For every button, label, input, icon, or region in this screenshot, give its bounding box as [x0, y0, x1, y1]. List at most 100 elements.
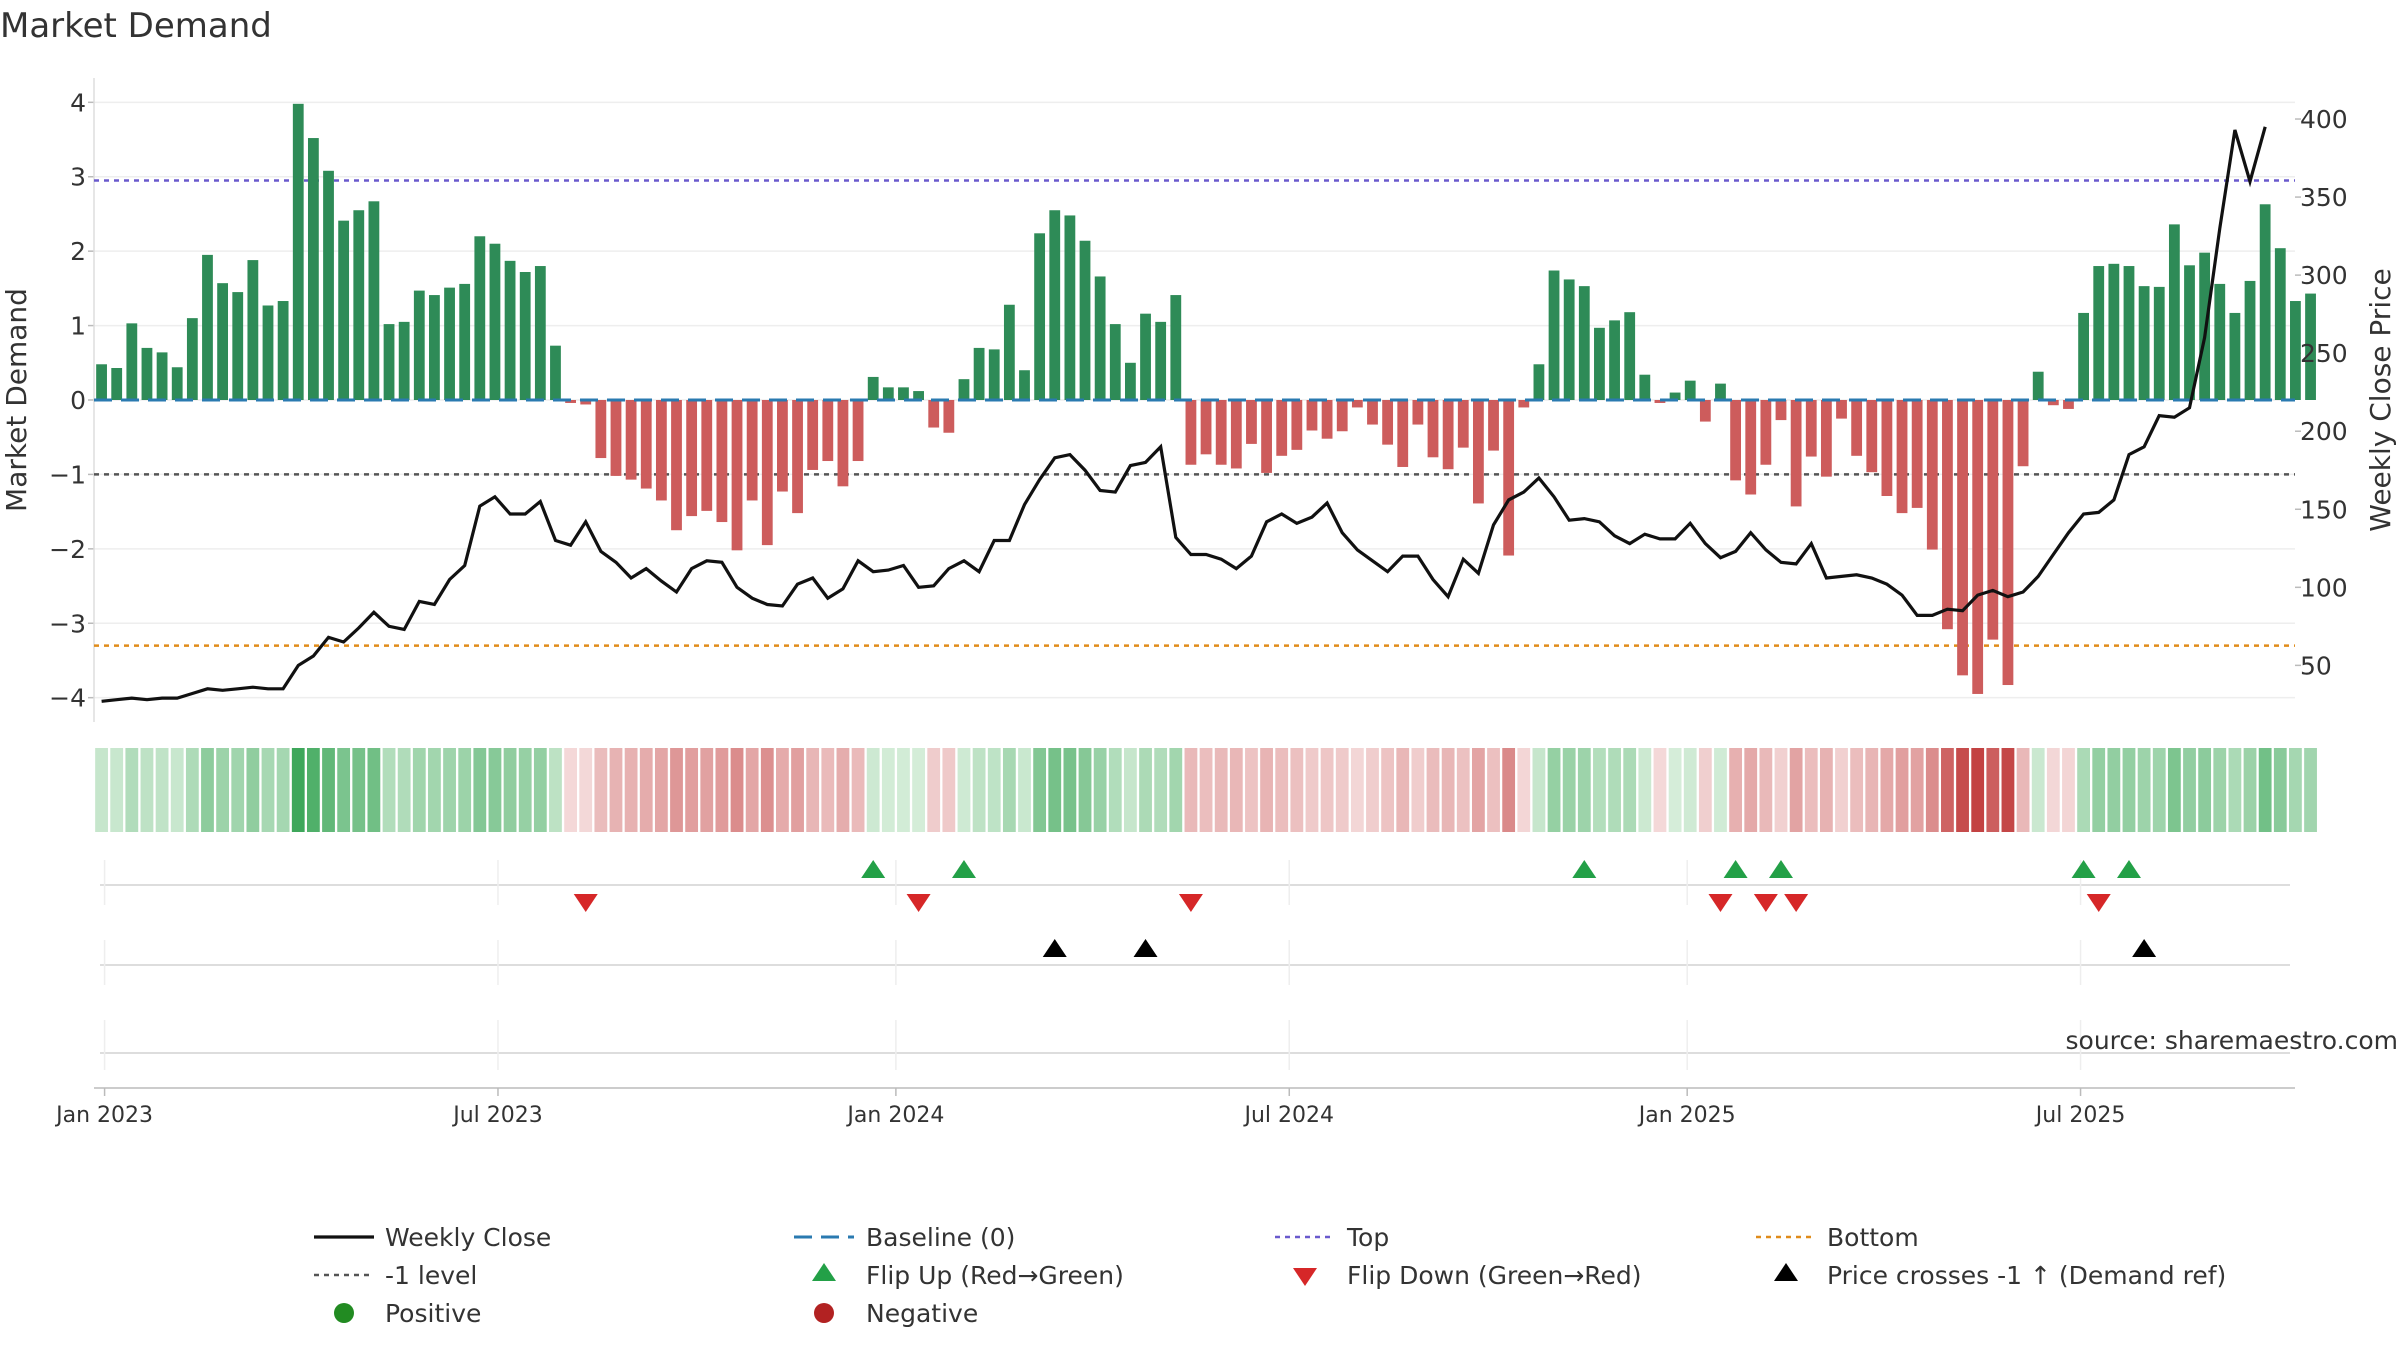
legend-flip-up-icon	[812, 1263, 836, 1281]
demand-bar	[111, 368, 123, 400]
demand-bar	[368, 201, 380, 400]
demand-bar	[262, 305, 274, 400]
demand-bar	[1382, 400, 1394, 445]
y2-tick-label: 250	[2300, 339, 2348, 368]
chart-title: Market Demand	[0, 6, 272, 46]
heat-cell	[306, 748, 320, 832]
legend-positive-label: Positive	[385, 1299, 481, 1328]
heat-cell	[897, 748, 910, 832]
demand-bar	[398, 321, 410, 400]
heat-cell	[745, 748, 759, 832]
heat-cell	[730, 748, 744, 832]
legend-top-label: Top	[1346, 1223, 1389, 1252]
heat-cell	[1577, 748, 1591, 832]
x-tick-label: Jan 2025	[1637, 1103, 1736, 1128]
demand-bar	[1987, 400, 1999, 640]
heat-cell	[1925, 748, 1939, 832]
demand-bar	[701, 400, 713, 511]
y-tick-label: 0	[70, 386, 86, 415]
heat-cell	[2198, 748, 2212, 832]
heat-cell	[1653, 748, 1667, 832]
demand-bar	[1775, 400, 1787, 421]
demand-bar	[444, 287, 455, 400]
heat-cell	[352, 748, 366, 832]
legend-baseline-label: Baseline (0)	[866, 1223, 1015, 1252]
price-cross-marker	[2132, 939, 2157, 957]
demand-bar	[353, 210, 365, 400]
demand-bar	[1064, 215, 1076, 400]
heat-cell	[1683, 748, 1697, 832]
y2-tick-label: 200	[2300, 417, 2348, 446]
y-tick-label: −2	[49, 535, 86, 564]
demand-bar	[1094, 276, 1106, 400]
demand-bar	[610, 400, 622, 476]
y-tick-label: −4	[49, 684, 86, 713]
demand-bar	[792, 400, 803, 514]
heat-cell	[458, 748, 472, 832]
demand-bar	[807, 400, 819, 470]
event-markers	[100, 860, 2290, 1070]
demand-bar	[247, 260, 259, 400]
y-tick-label: 3	[70, 163, 86, 192]
heat-cell	[1139, 748, 1152, 832]
demand-bar	[1972, 400, 1984, 694]
demand-bar	[943, 400, 955, 433]
demand-bar	[731, 400, 743, 551]
heat-cell	[533, 748, 547, 832]
heat-cell	[942, 748, 956, 832]
flip-down-marker	[1753, 894, 1778, 912]
y-tick-label: 1	[70, 312, 86, 341]
demand-bar	[913, 391, 924, 400]
flip-up-marker	[1768, 860, 1793, 878]
demand-bar	[96, 364, 107, 400]
heat-cell	[806, 748, 820, 832]
x-tick-label: Jul 2025	[2034, 1103, 2126, 1128]
heat-cell	[1078, 748, 1092, 832]
demand-bar	[202, 254, 213, 400]
heat-cell	[791, 748, 804, 832]
heat-cell	[1350, 748, 1364, 832]
heat-cell	[1366, 748, 1379, 832]
heat-cell	[216, 748, 230, 832]
flip-down-marker	[573, 894, 598, 912]
demand-bar	[1034, 233, 1046, 400]
heat-cell	[1199, 748, 1213, 832]
demand-bar	[746, 400, 758, 501]
y-tick-label: 2	[70, 237, 86, 266]
demand-bar	[2153, 286, 2165, 400]
heat-cell	[1426, 748, 1440, 832]
demand-bar	[2108, 263, 2120, 400]
heat-cell	[1910, 748, 1924, 832]
demand-bar	[1125, 362, 1136, 400]
heat-cell	[1714, 748, 1727, 832]
heat-cell	[927, 748, 941, 832]
heat-cell	[246, 748, 260, 832]
heat-cell	[1547, 748, 1561, 832]
heat-cell	[473, 748, 487, 832]
heat-cell	[185, 748, 199, 832]
demand-bar	[429, 295, 440, 400]
heat-cell	[322, 748, 335, 832]
demand-bar	[1669, 392, 1681, 400]
demand-bar	[1836, 400, 1847, 419]
demand-bar	[1518, 400, 1530, 408]
y-tick-label: −1	[49, 460, 86, 489]
demand-bar	[489, 243, 501, 400]
heat-cell	[1880, 748, 1894, 832]
demand-bar	[1412, 400, 1424, 425]
heat-cell	[1275, 748, 1289, 832]
heat-cell	[564, 748, 577, 832]
demand-bar	[459, 283, 471, 400]
demand-bar	[156, 352, 168, 400]
demand-bar	[1215, 400, 1227, 465]
demand-bar	[1851, 400, 1863, 456]
heat-cell	[110, 748, 124, 832]
x-tick-label: Jul 2024	[1243, 1103, 1335, 1128]
heat-cell	[2092, 748, 2106, 832]
heat-cell	[1562, 748, 1576, 832]
demand-bar	[2047, 400, 2059, 406]
heat-cell	[1411, 748, 1425, 832]
demand-bar	[2017, 400, 2029, 467]
heat-cell	[1048, 748, 1062, 832]
heat-cell	[2228, 748, 2242, 832]
